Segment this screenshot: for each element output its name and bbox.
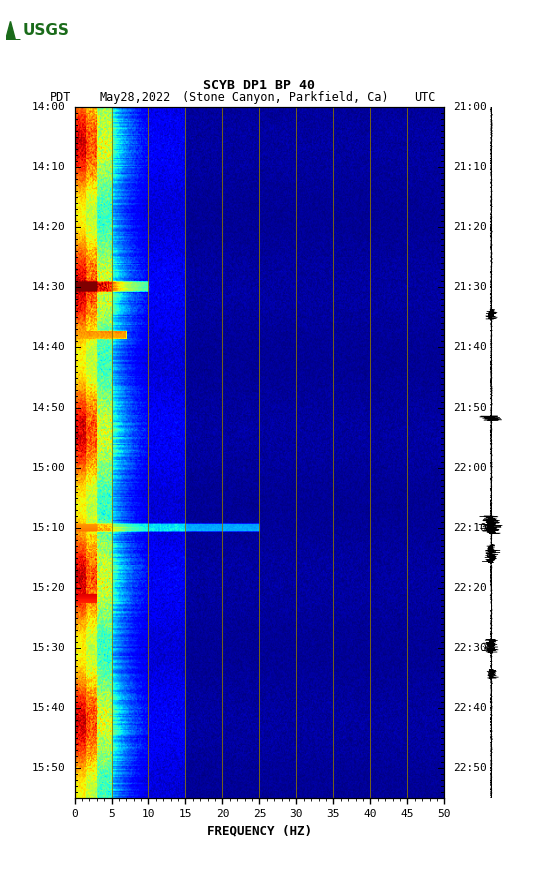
Text: 14:40: 14:40 [32, 343, 66, 352]
Text: 14:30: 14:30 [32, 283, 66, 293]
Text: 21:30: 21:30 [453, 283, 487, 293]
Text: 21:40: 21:40 [453, 343, 487, 352]
Text: 15:10: 15:10 [32, 523, 66, 533]
Text: 22:40: 22:40 [453, 703, 487, 714]
Text: 21:00: 21:00 [453, 102, 487, 112]
Text: 14:50: 14:50 [32, 402, 66, 413]
Text: 21:20: 21:20 [453, 222, 487, 232]
Text: USGS: USGS [23, 23, 70, 38]
Text: 21:10: 21:10 [453, 162, 487, 172]
Polygon shape [6, 21, 20, 40]
Text: 15:50: 15:50 [32, 764, 66, 773]
Text: 22:00: 22:00 [453, 463, 487, 473]
Text: 22:30: 22:30 [453, 643, 487, 653]
Text: 21:50: 21:50 [453, 402, 487, 413]
Text: SCYB DP1 BP 40: SCYB DP1 BP 40 [204, 78, 315, 92]
Text: (Stone Canyon, Parkfield, Ca): (Stone Canyon, Parkfield, Ca) [182, 91, 389, 104]
Text: 22:20: 22:20 [453, 583, 487, 593]
Text: 15:00: 15:00 [32, 463, 66, 473]
Text: 15:30: 15:30 [32, 643, 66, 653]
Text: 15:40: 15:40 [32, 703, 66, 714]
Text: 15:20: 15:20 [32, 583, 66, 593]
Text: PDT: PDT [50, 91, 71, 104]
Text: 14:10: 14:10 [32, 162, 66, 172]
X-axis label: FREQUENCY (HZ): FREQUENCY (HZ) [207, 824, 312, 838]
Text: 22:10: 22:10 [453, 523, 487, 533]
Text: May28,2022: May28,2022 [99, 91, 171, 104]
Text: 22:50: 22:50 [453, 764, 487, 773]
Text: 14:20: 14:20 [32, 222, 66, 232]
Text: UTC: UTC [414, 91, 436, 104]
Text: 14:00: 14:00 [32, 102, 66, 112]
